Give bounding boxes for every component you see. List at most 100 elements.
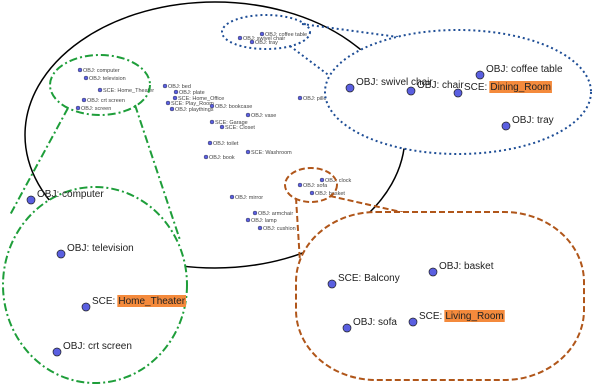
node [229, 194, 235, 200]
node-label: OBJ: bed [168, 84, 191, 90]
connector [289, 45, 336, 81]
node [297, 95, 303, 101]
node [245, 112, 251, 118]
node-label: OBJ: book [209, 155, 235, 161]
node [203, 154, 209, 160]
node [56, 249, 66, 259]
node [327, 279, 337, 289]
zoom-source-home-theater [49, 54, 151, 116]
node [26, 195, 36, 205]
node [408, 317, 418, 327]
node-label: OBJ: computer [83, 68, 120, 74]
node [172, 95, 178, 101]
node [209, 103, 215, 109]
connector [9, 107, 69, 216]
node [52, 347, 62, 357]
node [209, 119, 215, 125]
node-label: OBJ: cushion [263, 226, 296, 232]
node-label: OBJ: basket [439, 261, 494, 272]
node-label: OBJ: vase [251, 113, 276, 119]
node-label: OBJ: playthings [175, 107, 214, 113]
node [81, 97, 87, 103]
zoom-living [295, 211, 585, 381]
node [97, 87, 103, 93]
node [75, 105, 81, 111]
highlight-label: Home_Theater [118, 296, 185, 307]
connector [295, 197, 301, 263]
node-label: OBJ: tray [255, 40, 278, 46]
connector [134, 104, 181, 241]
node [162, 83, 168, 89]
node-label: OBJ: lamp [251, 218, 277, 224]
node [309, 190, 315, 196]
node-label: OBJ: chair [417, 80, 464, 91]
node-label: OBJ: plate [179, 90, 205, 96]
node [169, 106, 175, 112]
node-label: SCE: [419, 311, 442, 322]
node-label: OBJ: basket [315, 191, 345, 197]
node-label: OBJ: crt screen [87, 98, 125, 104]
node-label: OBJ: mirror [235, 195, 263, 201]
node-label: OBJ: screen [81, 106, 111, 112]
node-label: SCE: Play_Room [171, 101, 214, 107]
node [406, 86, 416, 96]
zoom-home-theater [2, 186, 188, 384]
node [342, 323, 352, 333]
node [219, 124, 225, 130]
node [475, 70, 485, 80]
node [345, 83, 355, 93]
node [83, 75, 89, 81]
node [249, 39, 255, 45]
node [257, 225, 263, 231]
node [81, 302, 91, 312]
node-label: OBJ: swivel chair [243, 36, 285, 42]
node-label: OBJ: clock [325, 178, 352, 184]
node-label: SCE: [464, 82, 487, 93]
node-label: SCE: Closet [225, 125, 255, 131]
node-label: SCE: [92, 296, 115, 307]
highlight [489, 81, 552, 93]
node-label: SCE: Home_Theater [103, 88, 154, 94]
node-label: OBJ: computer [37, 189, 104, 200]
node [173, 89, 179, 95]
node [319, 177, 325, 183]
node [501, 121, 511, 131]
node-label: OBJ: television [89, 76, 126, 82]
node-label: OBJ: coffee table [486, 64, 563, 75]
node [245, 217, 251, 223]
highlight-label: Living_Room [445, 311, 503, 322]
zoom-source-dining [221, 14, 311, 50]
node-label: OBJ: swivel chair [356, 77, 433, 88]
node [252, 210, 258, 216]
node-label: OBJ: tray [512, 115, 554, 126]
node [237, 35, 243, 41]
node [245, 149, 251, 155]
node-label: SCE: Balcony [338, 273, 400, 284]
highlight [444, 310, 505, 322]
node [297, 182, 303, 188]
node [165, 100, 171, 106]
node-label: OBJ: toilet [213, 141, 239, 147]
node-label: OBJ: sofa [353, 317, 397, 328]
highlight [117, 295, 187, 307]
node-label: SCE: Home_Office [178, 96, 224, 102]
node-label: SCE: Washroom [251, 150, 292, 156]
zoom-source-living [284, 167, 338, 203]
node [453, 88, 463, 98]
node-label: OBJ: armchair [258, 211, 293, 217]
node [428, 267, 438, 277]
node [207, 140, 213, 146]
node-label: OBJ: coffee table [265, 32, 307, 38]
node-label: OBJ: sofa [303, 183, 328, 189]
node-label: OBJ: crt screen [63, 341, 132, 352]
node [259, 31, 265, 37]
node-label: OBJ: television [67, 243, 134, 254]
highlight-label: Dining_Room [490, 82, 551, 93]
node [77, 67, 83, 73]
node-label: OBJ: bookcase [215, 104, 252, 110]
node-label: OBJ: pillow [303, 96, 331, 102]
node-label: SCE: Garage [215, 120, 248, 126]
